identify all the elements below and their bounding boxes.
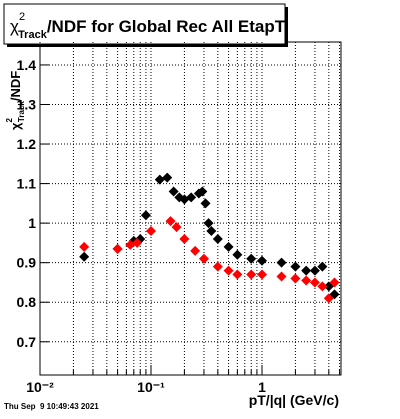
title-box [3,3,286,45]
data-point [317,281,328,292]
data-point [309,265,320,276]
data-point [162,172,173,183]
y-tick-label: 0.8 [17,294,37,310]
data-point [132,237,143,248]
y-tick-label: 1.4 [17,57,37,73]
y-label-text: /NDF [8,71,23,101]
plot-frame [39,41,342,376]
y-tick-label: 0.9 [17,255,37,271]
y-label-sub: Track [17,101,26,122]
data-point [206,226,217,237]
timestamp: Thu Sep 9 10:49:43 2021 [4,402,99,411]
data-point [309,277,320,288]
data-point [301,275,312,286]
data-point [190,245,201,256]
data-point [165,216,176,227]
title-sup: 2 [19,11,25,23]
chart-title: χ2 Track/NDF for Global Rec All EtapT [10,11,286,41]
x-tick-label: 10⁻² [26,379,54,395]
data-point [203,218,214,229]
data-point [290,261,301,272]
y-tick-label: 0.7 [17,334,37,350]
data-point [198,253,209,264]
data-point [171,222,182,233]
data-point [154,174,165,185]
data-point [179,233,190,244]
data-point [212,233,223,244]
data-point [79,251,90,262]
data-point [256,269,267,280]
data-point [246,269,257,280]
data-point [232,269,243,280]
data-point [79,241,90,252]
x-axis-label: pT/|q| (GeV/c) [249,392,339,408]
data-point [246,253,257,264]
y-axis-label: χ2 Track/NDF [5,71,26,130]
data-point [168,186,179,197]
title-sub: Track [18,29,48,41]
data-point [317,261,328,272]
y-label-sup: 2 [5,118,14,123]
title-symbol: χ [10,17,19,36]
data-point [145,226,156,237]
data-point [290,273,301,284]
data-point [223,265,234,276]
data-point [256,255,267,266]
data-point [232,249,243,260]
data-point [329,277,340,288]
data-point [276,271,287,282]
data-point [223,241,234,252]
data-point [200,198,211,209]
data-point [186,192,197,203]
y-label-symbol: χ [8,122,23,130]
data-point [197,186,208,197]
y-tick-label: 1.2 [17,136,37,152]
data-point [323,293,334,304]
title-text: /NDF for Global Rec All EtapT [47,17,286,36]
data-point [276,257,287,268]
x-tick-label: 10⁻¹ [137,379,165,395]
y-tick-label: 1 [28,215,36,231]
x-tick-label: 1 [258,379,266,395]
y-tick-label: 1.1 [17,176,37,192]
data-point [112,243,123,254]
data-point [140,210,151,221]
data-point [212,261,223,272]
data-point [301,265,312,276]
y-tick-label: 1.3 [17,96,37,112]
